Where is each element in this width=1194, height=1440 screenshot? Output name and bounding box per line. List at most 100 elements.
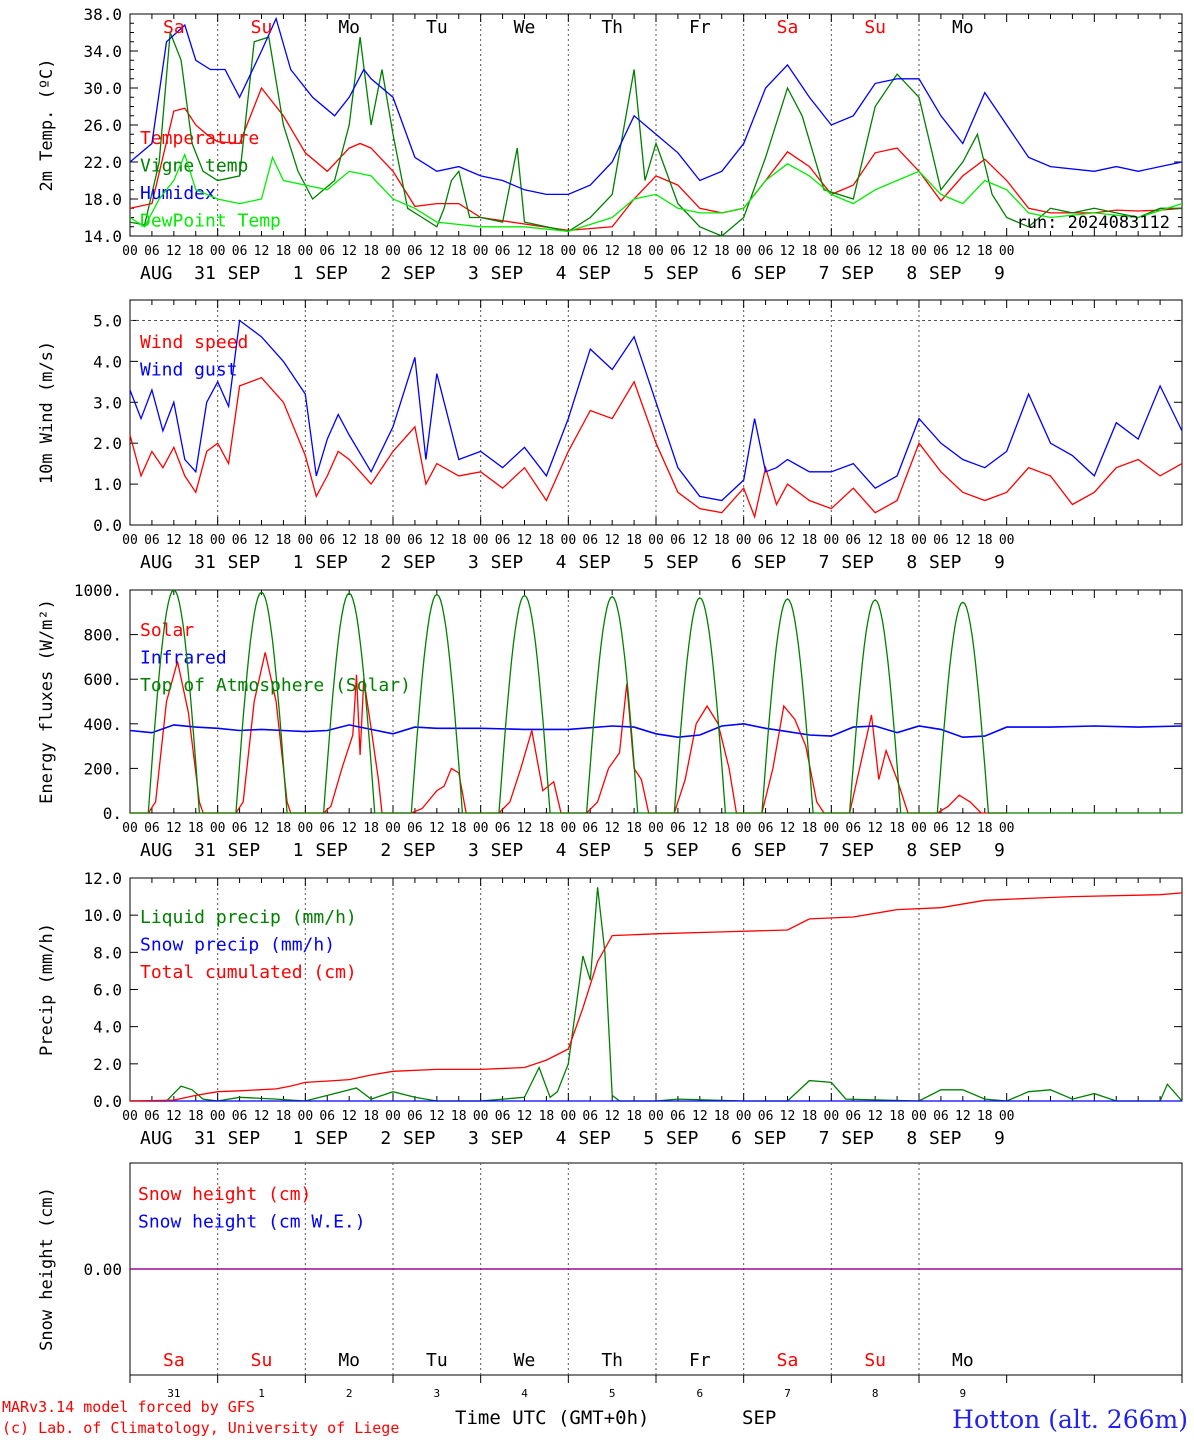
hour-tick-label: 00 [385,533,401,548]
date-label: SEP 6 [666,552,742,573]
hour-tick-label: 18 [977,244,993,259]
hour-tick-label: 18 [977,1109,993,1124]
date-label: SEP 8 [841,840,917,861]
date-label: SEP 9 [929,1128,1005,1149]
hour-tick-label: 00 [298,533,314,548]
hour-tick-label: 12 [955,821,971,836]
series-line [129,86,1183,232]
day-name: Sa [777,17,799,38]
hour-tick-label: 18 [363,533,379,548]
hour-tick-label: 18 [276,533,292,548]
day-number: 8 [872,1387,879,1400]
y-tick-label: 22.0 [83,153,122,172]
hour-tick-label: 12 [604,533,620,548]
station-label: Hotton (alt. 266m) [952,1405,1188,1434]
hour-tick-label: 18 [188,1109,204,1124]
date-label: SEP 5 [578,1128,654,1149]
panel-5: 0.00 Snow height (cm) Snow height (cm) Snow… [37,1162,1183,1400]
date-label: SEP 1 [228,1128,304,1149]
day-name: We [514,1350,536,1371]
hour-tick-label: 06 [758,533,774,548]
hour-tick-label: 06 [845,244,861,259]
hour-tick-label: 12 [254,244,270,259]
day-name: Su [864,1350,886,1371]
hour-tick-label: 12 [604,821,620,836]
date-label: SEP 1 [228,840,304,861]
date-label: SEP 7 [754,263,830,284]
day-number: 5 [609,1387,616,1400]
date-label: SEP 4 [491,552,567,573]
day-name: We [514,17,536,38]
hour-tick-label: 00 [648,533,664,548]
hour-tick-label: 00 [473,821,489,836]
hour-tick-label: 06 [407,533,423,548]
legend-entry: Infrared [140,648,227,669]
hour-tick-label: 12 [341,533,357,548]
hour-tick-label: 12 [867,244,883,259]
hour-tick-label: 12 [604,244,620,259]
hour-tick-label: 00 [122,533,138,548]
day-name: Sa [163,17,185,38]
hour-tick-label: 00 [385,1109,401,1124]
hour-tick-label: 12 [955,533,971,548]
date-label: SEP 2 [315,263,391,284]
legend-entry: Snow height (cm W.E.) [138,1212,366,1233]
day-number: 9 [960,1387,967,1400]
hour-tick-label: 18 [889,244,905,259]
y-tick-label: 30.0 [83,79,122,98]
series-line [129,722,1183,739]
hour-tick-label: 12 [429,533,445,548]
hour-tick-label: 12 [341,821,357,836]
y-tick-label: 2.0 [93,434,122,453]
hour-tick-label: 06 [845,533,861,548]
hour-tick-label: 12 [341,1109,357,1124]
hour-tick-label: 18 [188,821,204,836]
hour-tick-label: 06 [144,244,160,259]
hour-tick-label: 12 [517,821,533,836]
day-name: Mo [338,17,360,38]
y-axis-label: 2m Temp. (ºC) [37,58,57,191]
y-tick-label: 0.00 [83,1260,122,1279]
hour-tick-label: 12 [780,533,796,548]
hour-tick-label: 00 [824,821,840,836]
y-tick-label: 800. [83,626,122,645]
y-tick-label: 5.0 [93,311,122,330]
hour-tick-label: 00 [736,1109,752,1124]
hour-tick-label: 12 [429,821,445,836]
day-number: 3 [434,1387,441,1400]
y-tick-label: 2.0 [93,1055,122,1074]
day-name: Sa [777,1350,799,1371]
hour-tick-label: 12 [780,1109,796,1124]
hour-tick-label: 06 [933,821,949,836]
hour-tick-label: 06 [407,244,423,259]
hour-tick-label: 18 [977,821,993,836]
hour-tick-label: 00 [911,533,927,548]
hour-tick-label: 12 [955,1109,971,1124]
hour-tick-label: 18 [276,244,292,259]
hour-tick-label: 06 [319,533,335,548]
day-name: Fr [689,17,711,38]
y-tick-label: 4.0 [93,352,122,371]
hour-tick-label: 12 [166,244,182,259]
legend-entry: Total cumulated (cm) [140,962,357,983]
hour-tick-label: 12 [166,821,182,836]
date-label: SEP 2 [315,552,391,573]
month-label: SEP [742,1407,776,1429]
hour-tick-label: 18 [626,1109,642,1124]
y-tick-label: 600. [83,670,122,689]
hour-tick-label: 06 [232,533,248,548]
date-label: SEP 7 [754,552,830,573]
hour-tick-label: 00 [911,821,927,836]
hour-tick-label: 06 [933,244,949,259]
hour-tick-label: 00 [648,821,664,836]
date-label: SEP 2 [315,1128,391,1149]
hour-tick-label: 06 [495,533,511,548]
day-number: 1 [258,1387,265,1400]
day-name: Su [251,17,273,38]
y-tick-label: 4.0 [93,1018,122,1037]
hour-tick-label: 12 [166,1109,182,1124]
date-label: SEP 2 [315,840,391,861]
hour-tick-label: 06 [319,244,335,259]
hour-tick-label: 06 [495,1109,511,1124]
hour-tick-label: 06 [495,244,511,259]
